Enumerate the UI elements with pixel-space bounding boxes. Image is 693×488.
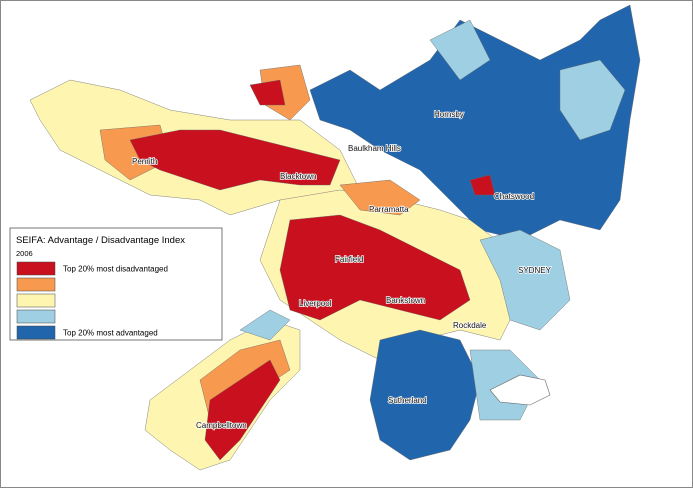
- place-label: Rockdale: [453, 321, 487, 330]
- region: [429, 19, 491, 81]
- place-labels: Penrith Blacktown Baulkham Hills Hornsby…: [131, 109, 552, 431]
- place-label: Fairfield: [335, 255, 363, 264]
- place-label: Hornsby: [434, 110, 464, 119]
- legend-swatch: [16, 293, 56, 308]
- region: [369, 329, 481, 461]
- region: [339, 179, 421, 216]
- legend-label: Top 20% most advantaged: [63, 329, 158, 338]
- region: [129, 129, 341, 191]
- place-label: Campbelltown: [196, 421, 247, 430]
- region: [469, 174, 496, 196]
- place-label: Penrith: [132, 157, 157, 166]
- place-label: Liverpool: [299, 299, 332, 308]
- place-label: Blacktown: [280, 172, 316, 181]
- place-label: Sutherland: [388, 396, 427, 405]
- region: [204, 359, 281, 461]
- region: [279, 214, 471, 321]
- regions: [29, 4, 641, 471]
- place-label: Parramatta: [369, 205, 409, 214]
- legend-title: SEIFA: Advantage / Disadvantage Index: [16, 235, 185, 246]
- region: [479, 229, 571, 331]
- region: [249, 79, 286, 106]
- legend-swatch: [16, 261, 56, 276]
- legend-subtitle: 2006: [16, 249, 33, 258]
- legend-swatch: [16, 277, 56, 292]
- place-label: SYDNEY: [518, 266, 552, 275]
- place-label: Chatswood: [494, 192, 534, 201]
- legend-swatch: [16, 325, 56, 340]
- legend-swatch: [16, 309, 56, 324]
- water: [489, 374, 551, 406]
- region: [239, 309, 291, 341]
- place-label: Baulkham Hills: [348, 144, 401, 153]
- place-label: Bankstown: [386, 296, 425, 305]
- legend: SEIFA: Advantage / Disadvantage Index 20…: [9, 227, 223, 341]
- legend-label: Top 20% most disadvantaged: [63, 265, 168, 274]
- region: [559, 59, 626, 141]
